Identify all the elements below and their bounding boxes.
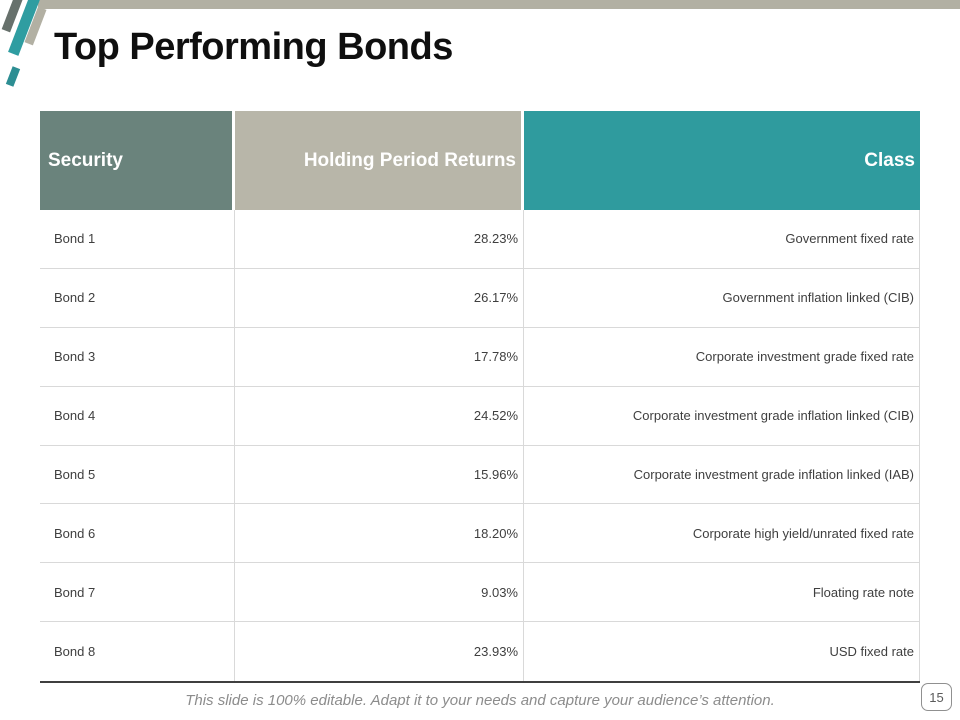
cell-class: Corporate investment grade inflation lin…	[524, 386, 920, 446]
cell-returns: 9.03%	[235, 563, 524, 623]
cell-security: Bond 8	[40, 622, 235, 682]
cell-security: Bond 3	[40, 327, 235, 387]
cell-returns: 18.20%	[235, 504, 524, 564]
cell-security: Bond 2	[40, 268, 235, 328]
footer-note: This slide is 100% editable. Adapt it to…	[185, 692, 775, 709]
cell-security: Bond 6	[40, 504, 235, 564]
table-row: Bond 6 18.20% Corporate high yield/unrat…	[40, 504, 920, 564]
column-header-holding-period-returns: Holding Period Returns	[235, 111, 524, 210]
top-bar-decoration	[38, 0, 960, 9]
table-row: Bond 4 24.52% Corporate investment grade…	[40, 386, 920, 446]
column-header-security: Security	[40, 111, 235, 210]
stripe-teal-small-icon	[5, 66, 21, 87]
cell-returns: 26.17%	[235, 268, 524, 328]
page-number-badge: 15	[921, 683, 952, 711]
cell-security: Bond 7	[40, 563, 235, 623]
cell-class: Corporate high yield/unrated fixed rate	[524, 504, 920, 564]
table-row: Bond 3 17.78% Corporate investment grade…	[40, 327, 920, 387]
table-row: Bond 1 28.23% Government fixed rate	[40, 210, 920, 269]
cell-returns: 24.52%	[235, 386, 524, 446]
column-header-class: Class	[524, 111, 920, 210]
cell-returns: 23.93%	[235, 622, 524, 682]
cell-class: Floating rate note	[524, 563, 920, 623]
page-number: 15	[929, 689, 944, 705]
cell-security: Bond 4	[40, 386, 235, 446]
bonds-table: Security Holding Period Returns Class Bo…	[40, 111, 920, 684]
cell-class: USD fixed rate	[524, 622, 920, 682]
cell-security: Bond 1	[40, 210, 235, 269]
cell-returns: 15.96%	[235, 445, 524, 505]
table-row: Bond 5 15.96% Corporate investment grade…	[40, 445, 920, 505]
table-body: Bond 1 28.23% Government fixed rate Bond…	[40, 210, 920, 682]
cell-returns: 28.23%	[235, 210, 524, 269]
table-row: Bond 7 9.03% Floating rate note	[40, 563, 920, 623]
cell-class: Corporate investment grade inflation lin…	[524, 445, 920, 505]
table-row: Bond 8 23.93% USD fixed rate	[40, 622, 920, 682]
cell-class: Government inflation linked (CIB)	[524, 268, 920, 328]
cell-security: Bond 5	[40, 445, 235, 505]
table-row: Bond 2 26.17% Government inflation linke…	[40, 268, 920, 328]
table-header-row: Security Holding Period Returns Class	[40, 111, 920, 210]
cell-class: Government fixed rate	[524, 210, 920, 269]
cell-class: Corporate investment grade fixed rate	[524, 327, 920, 387]
cell-returns: 17.78%	[235, 327, 524, 387]
page-title: Top Performing Bonds	[54, 26, 453, 68]
